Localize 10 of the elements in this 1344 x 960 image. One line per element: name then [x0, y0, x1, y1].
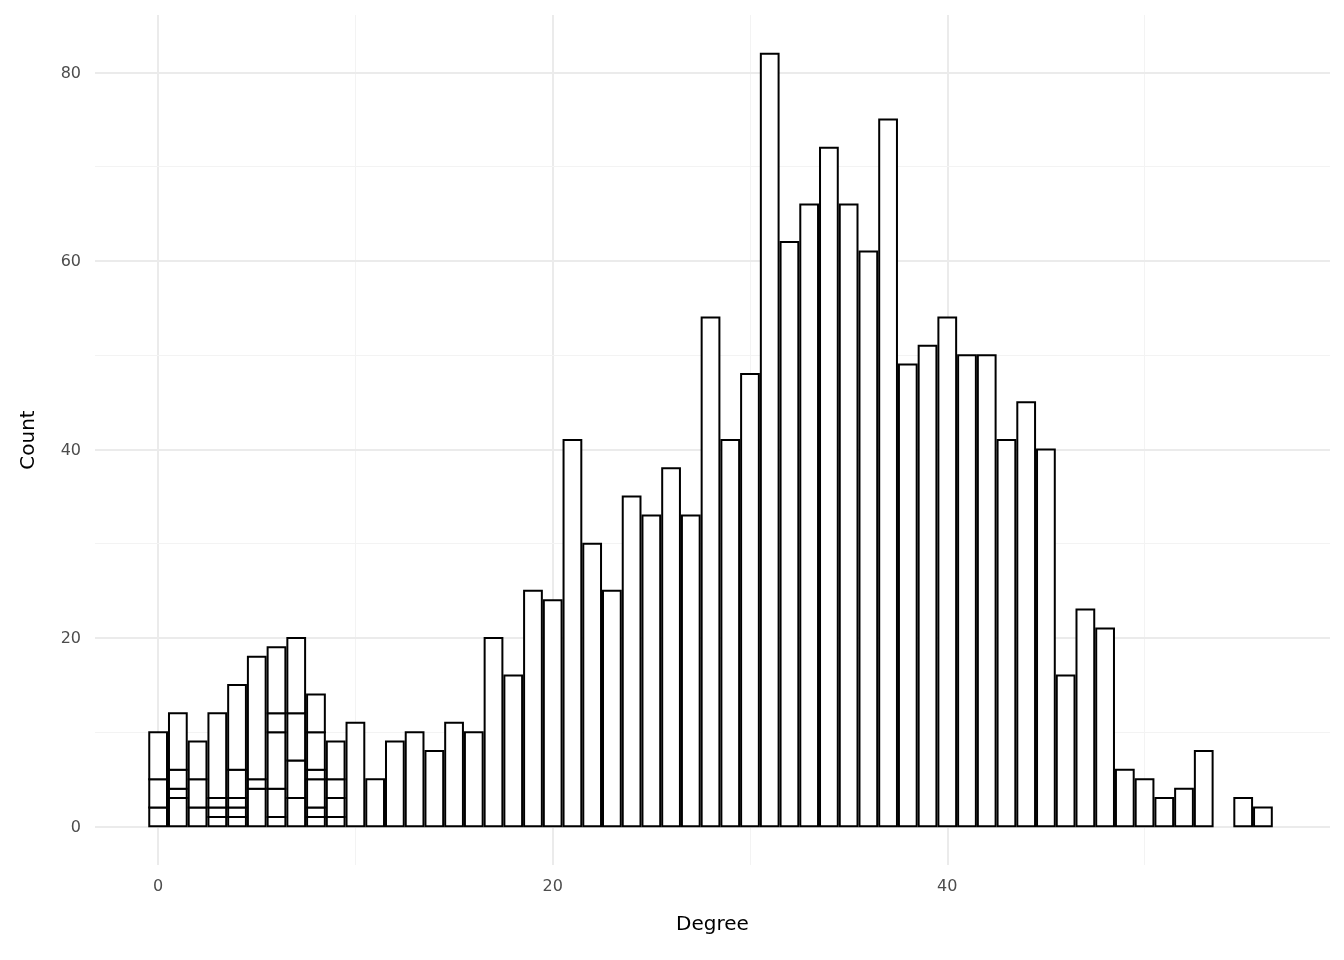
x-axis-title: Degree	[676, 911, 749, 935]
x-tick-label: 20	[542, 875, 563, 895]
x-tick-label: 40	[937, 875, 958, 895]
y-tick-label: 60	[60, 251, 81, 271]
y-tick-label: 80	[60, 62, 81, 82]
y-tick-label: 40	[60, 439, 81, 459]
y-tick-label: 0	[70, 816, 81, 836]
x-tick-label: 0	[153, 875, 164, 895]
y-tick-label: 20	[60, 628, 81, 648]
y-axis-title: Count	[15, 410, 39, 470]
